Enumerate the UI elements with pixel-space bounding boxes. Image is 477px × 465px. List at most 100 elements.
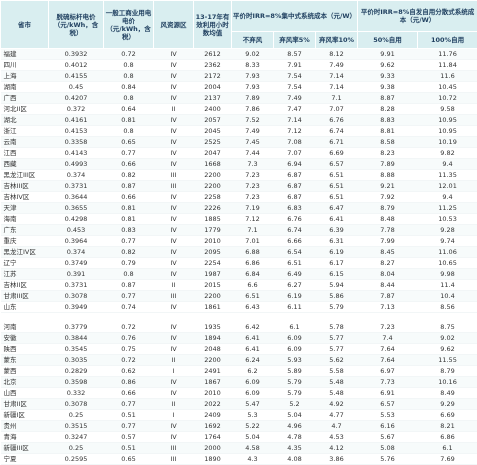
province-cell: 广东 <box>1 225 49 236</box>
value-cell: 2000 <box>194 443 232 454</box>
value-cell: 5.86 <box>316 291 358 302</box>
value-cell: 9.62 <box>358 60 418 71</box>
value-cell: 0.65 <box>104 137 154 148</box>
province-cell: 黑龙江IV区 <box>1 247 49 258</box>
value-cell: 7.86 <box>232 104 274 115</box>
value-cell: 11.84 <box>418 60 477 71</box>
value-cell: 0.75 <box>104 344 154 355</box>
value-cell: 2200 <box>194 355 232 366</box>
value-cell: 0.3932 <box>49 49 104 60</box>
value-cell: 5.78 <box>316 322 358 333</box>
value-cell: 0.2829 <box>49 366 104 377</box>
value-cell: IV <box>154 302 194 313</box>
value-cell: 6.86 <box>418 432 477 443</box>
value-cell: 0.66 <box>104 388 154 399</box>
value-cell: II <box>154 280 194 291</box>
value-cell: IV <box>154 333 194 344</box>
sub-header: 100%自用 <box>418 32 477 49</box>
value-cell: 2362 <box>194 60 232 71</box>
value-cell: 2172 <box>194 71 232 82</box>
province-cell: 云南 <box>1 137 49 148</box>
value-cell: 10.53 <box>418 214 477 225</box>
value-cell: 4.77 <box>316 410 358 421</box>
value-cell: IV <box>154 115 194 126</box>
value-cell: II <box>154 104 194 115</box>
province-cell: 甘肃III区 <box>1 291 49 302</box>
value-cell: 7.99 <box>358 236 418 247</box>
value-cell: IV <box>154 225 194 236</box>
value-cell: 6.83 <box>274 203 316 214</box>
value-cell: 6.57 <box>316 159 358 170</box>
value-cell: 10.95 <box>418 115 477 126</box>
value-cell: 6.74 <box>274 225 316 236</box>
province-cell: 广西 <box>1 93 49 104</box>
value-cell: 5.93 <box>274 355 316 366</box>
value-cell: 0.77 <box>104 236 154 247</box>
value-cell: 5.47 <box>232 399 274 410</box>
province-cell: 河北II区 <box>1 104 49 115</box>
value-cell: 2254 <box>194 258 232 269</box>
value-cell: 1764 <box>194 432 232 443</box>
value-cell: 6.54 <box>274 247 316 258</box>
value-cell: 0.3964 <box>49 236 104 247</box>
value-cell: IV <box>154 258 194 269</box>
value-cell: II <box>154 355 194 366</box>
value-cell: 6.19 <box>316 247 358 258</box>
value-cell: 7.14 <box>316 82 358 93</box>
province-cell: 辽宁 <box>1 258 49 269</box>
province-cell: 蒙东 <box>1 355 49 366</box>
value-cell: 7.91 <box>274 60 316 71</box>
value-cell: 1668 <box>194 159 232 170</box>
value-cell: 5.2 <box>274 399 316 410</box>
value-cell: 9.38 <box>358 82 418 93</box>
value-cell: 2409 <box>194 410 232 421</box>
value-cell: 0.77 <box>104 291 154 302</box>
province-cell: 贵州 <box>1 421 49 432</box>
value-cell: 8.79 <box>418 366 477 377</box>
value-cell: 0.79 <box>104 258 154 269</box>
value-cell: 2004 <box>194 82 232 93</box>
value-cell: 7.12 <box>232 214 274 225</box>
value-cell: 9.02 <box>418 333 477 344</box>
value-cell: IV <box>154 322 194 333</box>
column-header: 省市 <box>1 1 49 49</box>
value-cell: 2048 <box>194 344 232 355</box>
value-cell: 1885 <box>194 214 232 225</box>
value-cell: 0.65 <box>104 454 154 465</box>
province-cell: 天津 <box>1 203 49 214</box>
value-cell: III <box>154 291 194 302</box>
value-cell: 5.77 <box>316 333 358 344</box>
value-cell: 6.09 <box>232 377 274 388</box>
page: {"table": { "columns": ["省市", "脱硫标杆电价（元/… <box>0 0 477 440</box>
value-cell: 0.3949 <box>49 302 104 313</box>
value-cell: IV <box>154 192 194 203</box>
value-cell: 8.27 <box>358 258 418 269</box>
value-cell: 7.1 <box>232 225 274 236</box>
province-cell: 重庆 <box>1 236 49 247</box>
province-cell: 吉林II区 <box>1 280 49 291</box>
value-cell: 6.09 <box>274 333 316 344</box>
value-cell: 0.4153 <box>49 126 104 137</box>
value-cell: IV <box>154 60 194 71</box>
value-cell: 11.76 <box>418 49 477 60</box>
value-cell: 2491 <box>194 366 232 377</box>
value-cell: 3.86 <box>316 454 358 465</box>
value-cell: 4.78 <box>274 432 316 443</box>
value-cell: 6.09 <box>232 388 274 399</box>
value-cell: 11.55 <box>418 355 477 366</box>
value-cell: 9.33 <box>358 71 418 82</box>
value-cell: 8.33 <box>232 60 274 71</box>
value-cell: 0.77 <box>104 148 154 159</box>
value-cell: 6.69 <box>418 410 477 421</box>
value-cell: 10.72 <box>418 93 477 104</box>
value-cell: 7.78 <box>358 225 418 236</box>
value-cell: III <box>154 443 194 454</box>
value-cell: 7.12 <box>274 126 316 137</box>
